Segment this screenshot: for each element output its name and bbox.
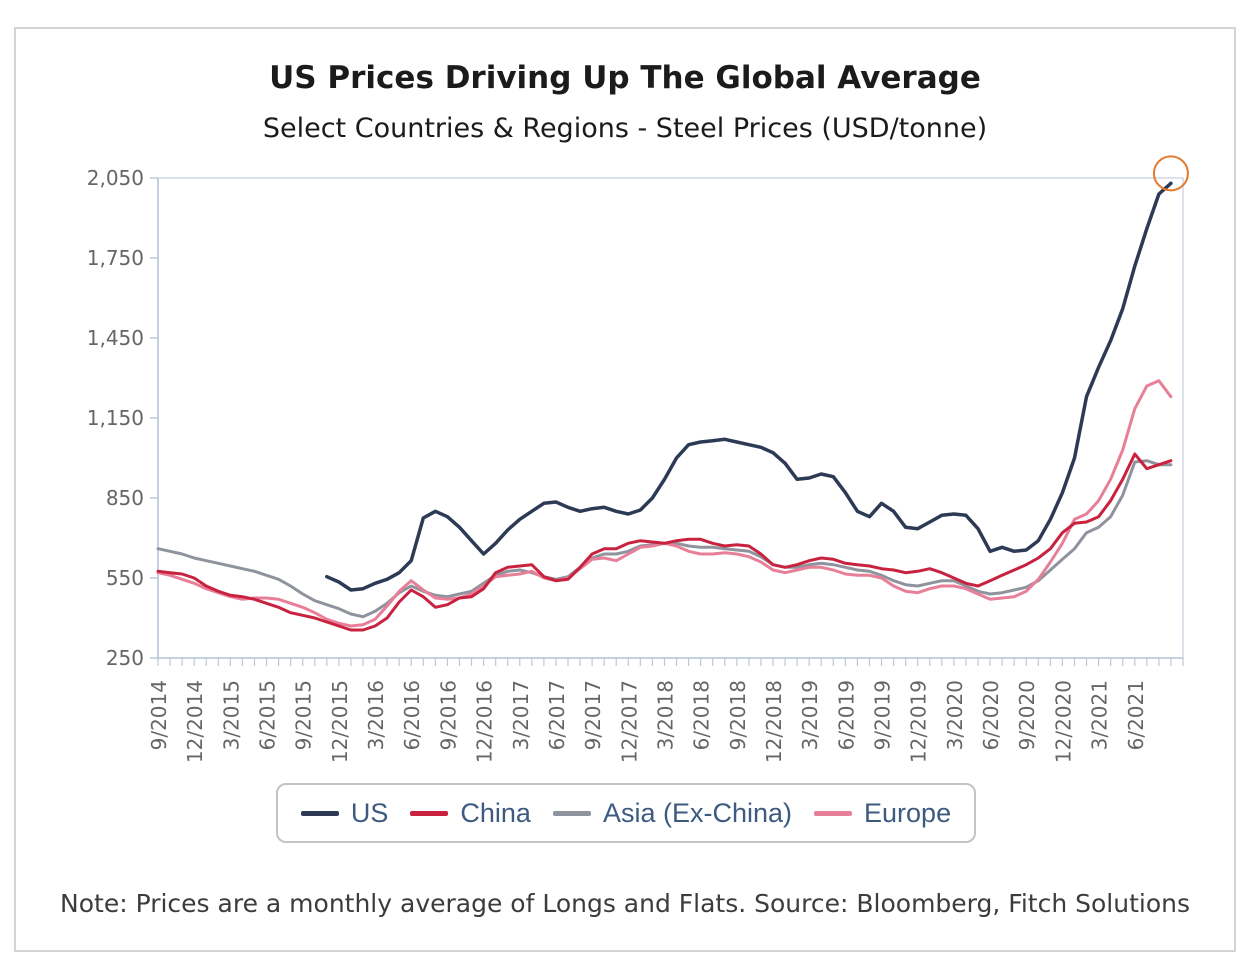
x-tick-label: 3/2021 [1088, 680, 1112, 750]
y-tick-label: 850 [106, 486, 144, 510]
series-line-us [325, 181, 1173, 592]
x-tick-label: 6/2017 [545, 680, 569, 750]
x-tick-label: 3/2017 [509, 680, 533, 750]
x-tick-label: 12/2017 [617, 680, 641, 763]
x-tick-label: 12/2016 [473, 680, 497, 763]
x-tick-label: 6/2020 [979, 680, 1003, 750]
x-tick-label: 9/2016 [436, 680, 460, 750]
x-tick-label: 12/2015 [328, 680, 352, 763]
legend-label-us: US [350, 797, 389, 828]
y-tick-label: 1,750 [87, 246, 144, 270]
chart-subtitle: Select Countries & Regions - Steel Price… [262, 113, 988, 144]
x-tick-label: 9/2014 [147, 680, 171, 750]
chart-legend: US China Asia (Ex-China) Europe [276, 783, 976, 843]
legend-item-us: US [300, 797, 389, 829]
x-tick-label: 6/2019 [834, 680, 858, 750]
legend-label-asia: Asia (Ex-China) [602, 797, 793, 828]
x-tick-label: 12/2020 [1051, 680, 1075, 763]
legend-label-europe: Europe [864, 797, 952, 828]
x-tick-label: 12/2018 [762, 680, 786, 763]
chart-note: Note: Prices are a monthly average of Lo… [60, 889, 1190, 918]
x-tick-label: 6/2021 [1124, 680, 1148, 750]
legend-swatch-asia [552, 810, 591, 816]
legend-item-china: China [410, 798, 531, 829]
y-tick-label: 1,150 [87, 406, 144, 430]
x-tick-label: 6/2015 [256, 680, 280, 750]
x-tick-label: 12/2019 [907, 680, 931, 763]
y-tick-label: 250 [106, 646, 144, 670]
chart-title: US Prices Driving Up The Global Average [269, 60, 981, 96]
x-tick-label: 6/2018 [690, 680, 714, 750]
x-tick-label: 3/2020 [943, 680, 967, 750]
x-tick-label: 9/2020 [1015, 680, 1039, 750]
x-tick-label: 3/2016 [364, 680, 388, 750]
legend-item-asia: Asia (Ex-China) [552, 797, 793, 829]
x-tick-label: 9/2015 [292, 680, 316, 750]
x-tick-label: 3/2019 [798, 680, 822, 750]
legend-swatch-us [300, 810, 339, 816]
x-tick-label: 9/2019 [871, 680, 895, 750]
y-tick-label: 550 [106, 566, 144, 590]
x-tick-label: 9/2018 [726, 680, 750, 750]
y-tick-label: 2,050 [87, 166, 144, 190]
legend-swatch-china [410, 810, 449, 816]
legend-item-europe: Europe [814, 798, 951, 829]
x-tick-label: 3/2015 [219, 680, 243, 750]
chart-frame [14, 27, 1236, 952]
x-tick-label: 3/2018 [653, 680, 677, 750]
x-tick-label: 6/2016 [400, 680, 424, 750]
series-line-china [156, 452, 1173, 632]
legend-label-china: China [460, 797, 531, 828]
x-tick-label: 12/2014 [183, 680, 207, 763]
y-tick-label: 1,450 [87, 326, 144, 350]
x-tick-label: 9/2017 [581, 680, 605, 750]
highlight-circle [1152, 155, 1189, 192]
legend-swatch-europe [814, 810, 853, 816]
